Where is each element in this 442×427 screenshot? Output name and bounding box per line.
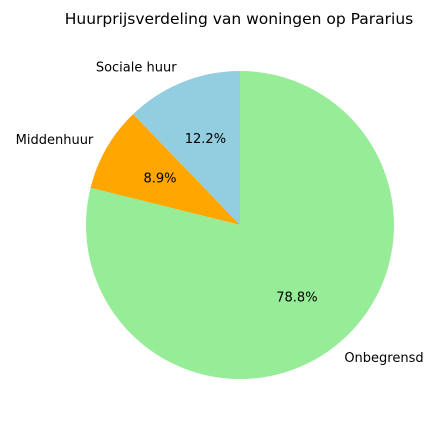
- pie-pct-label-2: 78.8%: [276, 290, 317, 305]
- pie-pct-label-0: 12.2%: [185, 132, 226, 147]
- pie-slice-1: [90, 114, 240, 225]
- pie-slices: [86, 71, 394, 379]
- pie-category-label-1: Middenhuur: [16, 133, 94, 148]
- pie-slice-0: [133, 71, 240, 225]
- chart-title: Huurprijsverdeling van woningen op Parar…: [65, 10, 413, 28]
- pie-category-label-2: Onbegrensd: [344, 351, 423, 366]
- pie-category-label-0: Sociale huur: [96, 60, 177, 75]
- pie-slice-2: [86, 71, 394, 379]
- pie-pct-label-1: 8.9%: [143, 171, 176, 186]
- pie-labels: 12.2% Sociale huur 8.9% Middenhuur 78.8% Onbe…: [16, 60, 424, 366]
